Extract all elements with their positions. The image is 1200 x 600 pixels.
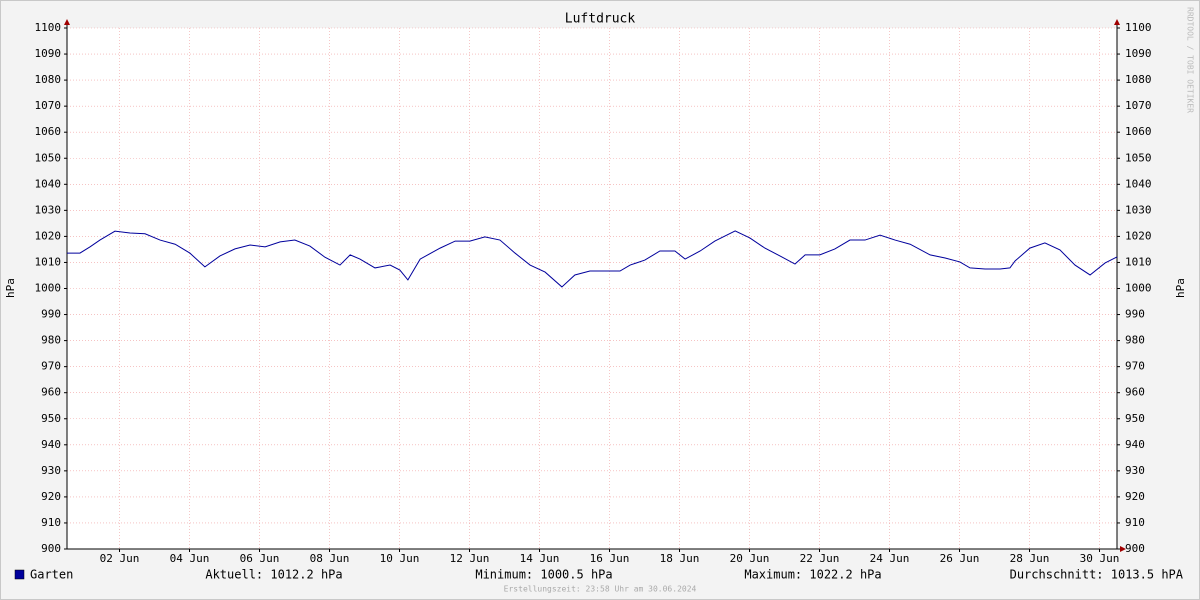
y2-tick-label: 970 (1125, 360, 1145, 373)
y2-tick-label: 1020 (1125, 229, 1152, 242)
axis-arrow (1120, 546, 1126, 552)
x-tick-label: 30 Jun (1080, 552, 1120, 565)
y-tick-label: 1030 (35, 203, 62, 216)
axis-arrow (64, 19, 70, 25)
x-tick-label: 04 Jun (170, 552, 210, 565)
axis-arrow (1114, 19, 1120, 25)
y-tick-label: 1090 (35, 47, 62, 60)
stat: Aktuell: 1012.2 hPa (205, 568, 342, 582)
y2-tick-label: 990 (1125, 308, 1145, 321)
y-tick-label: 980 (41, 334, 61, 347)
y-tick-label: 970 (41, 360, 61, 373)
y-tick-label: 990 (41, 308, 61, 321)
footer: Erstellungszeit: 23:58 Uhr am 30.06.2024 (504, 585, 697, 594)
x-tick-label: 24 Jun (870, 552, 910, 565)
y-tick-label: 920 (41, 490, 61, 503)
x-tick-label: 10 Jun (380, 552, 420, 565)
y2-tick-label: 980 (1125, 334, 1145, 347)
x-tick-label: 28 Jun (1010, 552, 1050, 565)
y2-tick-label: 1030 (1125, 203, 1152, 216)
y2-tick-label: 960 (1125, 386, 1145, 399)
y2-tick-label: 1010 (1125, 255, 1152, 268)
x-tick-label: 12 Jun (450, 552, 490, 565)
x-tick-label: 14 Jun (520, 552, 560, 565)
y2-tick-label: 900 (1125, 542, 1145, 555)
y-tick-label: 930 (41, 464, 61, 477)
x-tick-label: 06 Jun (240, 552, 280, 565)
y-tick-label: 1040 (35, 177, 62, 190)
y-tick-label: 1080 (35, 73, 62, 86)
y2-tick-label: 1070 (1125, 99, 1152, 112)
y2-tick-label: 910 (1125, 516, 1145, 529)
x-tick-label: 02 Jun (100, 552, 140, 565)
y-tick-label: 1100 (35, 21, 62, 34)
data-line (67, 230, 1118, 288)
y2-tick-label: 1000 (1125, 282, 1152, 295)
legend-label: Garten (30, 568, 73, 582)
x-tick-label: 20 Jun (730, 552, 770, 565)
y2-tick-label: 920 (1125, 490, 1145, 503)
x-tick-label: 16 Jun (590, 552, 630, 565)
x-tick-label: 26 Jun (940, 552, 980, 565)
watermark: RRDTOOL / TOBI OETIKER (1186, 7, 1195, 113)
y-tick-label: 1010 (35, 255, 62, 268)
y2-tick-label: 1090 (1125, 47, 1152, 60)
y2-tick-label: 1100 (1125, 21, 1152, 34)
stat: Maximum: 1022.2 hPa (744, 568, 881, 582)
y2-tick-label: 1050 (1125, 151, 1152, 164)
y-tick-label: 1070 (35, 99, 62, 112)
y-tick-label: 1050 (35, 151, 62, 164)
y-tick-label: 1000 (35, 282, 62, 295)
y-tick-label: 910 (41, 516, 61, 529)
x-tick-label: 22 Jun (800, 552, 840, 565)
legend-swatch (14, 569, 25, 580)
x-tick-label: 08 Jun (310, 552, 350, 565)
y2-tick-label: 1080 (1125, 73, 1152, 86)
x-tick-label: 18 Jun (660, 552, 700, 565)
y2-tick-label: 940 (1125, 438, 1145, 451)
y-tick-label: 950 (41, 412, 61, 425)
y2-tick-label: 950 (1125, 412, 1145, 425)
y2-tick-label: 930 (1125, 464, 1145, 477)
y-tick-label: 1020 (35, 229, 62, 242)
y-tick-label: 940 (41, 438, 61, 451)
chart-title: Luftdruck (565, 12, 636, 27)
y2-tick-label: 1060 (1125, 125, 1152, 138)
y-tick-label: 1060 (35, 125, 62, 138)
stat: Durchschnitt: 1013.5 hPA (1010, 568, 1184, 582)
y2-axis-label: hPa (1174, 278, 1187, 298)
y-tick-label: 960 (41, 386, 61, 399)
y-axis-label: hPa (4, 278, 17, 298)
stat: Minimum: 1000.5 hPa (475, 568, 612, 582)
y2-tick-label: 1040 (1125, 177, 1152, 190)
y-tick-label: 900 (41, 542, 61, 555)
